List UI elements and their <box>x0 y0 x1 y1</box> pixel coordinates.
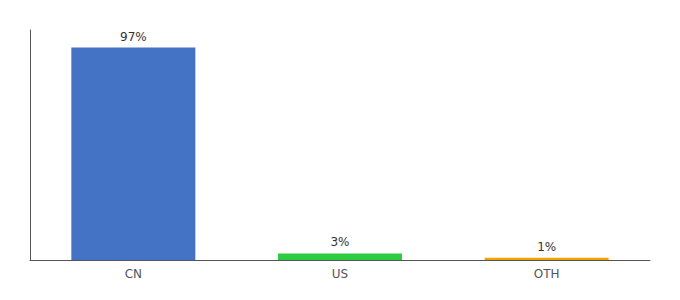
svg-text:OTH: OTH <box>534 267 560 281</box>
svg-text:3%: 3% <box>330 235 349 249</box>
svg-text:1%: 1% <box>537 240 556 254</box>
svg-text:US: US <box>332 267 348 281</box>
svg-text:CN: CN <box>125 267 142 281</box>
svg-text:97%: 97% <box>120 30 147 44</box>
